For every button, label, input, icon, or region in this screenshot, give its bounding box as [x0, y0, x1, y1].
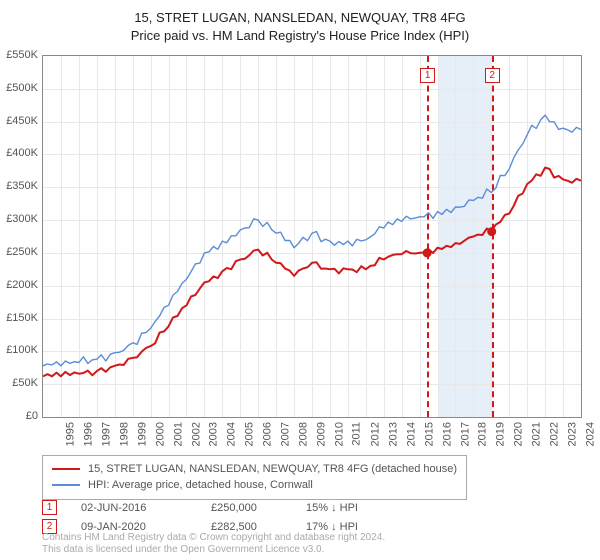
legend-item: 15, STRET LUGAN, NANSLEDAN, NEWQUAY, TR8… [52, 461, 457, 477]
footer-line: Contains HM Land Registry data © Crown c… [42, 532, 385, 544]
x-axis-label: 2001 [172, 422, 184, 446]
x-axis-label: 1998 [118, 422, 130, 446]
x-axis-label: 2018 [477, 422, 489, 446]
transaction-date: 02-JUN-2016 [81, 502, 211, 514]
transaction-date: 09-JAN-2020 [81, 521, 211, 533]
y-axis-label: £250K [0, 246, 38, 258]
x-axis-label: 2005 [244, 422, 256, 446]
transaction-badge: 1 [42, 500, 57, 515]
x-axis-label: 2011 [351, 422, 363, 446]
footer: Contains HM Land Registry data © Crown c… [42, 532, 385, 556]
transaction-diff: 15% ↓ HPI [306, 502, 406, 514]
x-axis-label: 2014 [405, 422, 417, 446]
x-axis-label: 2002 [190, 422, 202, 446]
legend: 15, STRET LUGAN, NANSLEDAN, NEWQUAY, TR8… [42, 455, 467, 500]
y-axis-label: £50K [0, 377, 38, 389]
x-axis-label: 2004 [226, 422, 238, 446]
x-axis-label: 2013 [387, 422, 399, 446]
x-axis-label: 1995 [64, 422, 76, 446]
x-axis-label: 2006 [262, 422, 274, 446]
x-axis-label: 2019 [495, 422, 507, 446]
y-axis-label: £550K [0, 49, 38, 61]
chart-area: 12 [42, 55, 582, 418]
x-axis-label: 2008 [298, 422, 310, 446]
x-axis-label: 2015 [423, 422, 435, 446]
transactions-table: 1 02-JUN-2016 £250,000 15% ↓ HPI 2 09-JA… [42, 498, 406, 536]
x-axis-label: 2022 [549, 422, 561, 446]
x-axis-label: 2003 [208, 422, 220, 446]
transaction-diff: 17% ↓ HPI [306, 521, 406, 533]
x-axis-label: 2023 [567, 422, 579, 446]
y-axis-label: £500K [0, 82, 38, 94]
y-axis-label: £450K [0, 115, 38, 127]
chart-svg [43, 56, 581, 417]
y-axis-label: £150K [0, 312, 38, 324]
chart-subtitle: Price paid vs. HM Land Registry's House … [0, 28, 600, 43]
x-axis-label: 1996 [82, 422, 94, 446]
sale-point [423, 249, 431, 257]
x-axis-label: 1999 [136, 422, 148, 446]
x-axis-label: 2024 [585, 422, 597, 446]
transaction-row: 1 02-JUN-2016 £250,000 15% ↓ HPI [42, 498, 406, 517]
x-axis-label: 2017 [459, 422, 471, 446]
x-axis-label: 2021 [531, 422, 543, 446]
x-axis-label: 2009 [316, 422, 328, 446]
transaction-price: £282,500 [211, 521, 306, 533]
y-axis-label: £350K [0, 180, 38, 192]
series-property [43, 168, 581, 377]
x-axis-label: 2016 [441, 422, 453, 446]
x-axis-label: 2010 [333, 422, 345, 446]
legend-item: HPI: Average price, detached house, Corn… [52, 477, 457, 493]
legend-label: 15, STRET LUGAN, NANSLEDAN, NEWQUAY, TR8… [88, 463, 457, 475]
y-axis-label: £400K [0, 147, 38, 159]
x-axis-label: 2007 [280, 422, 292, 446]
legend-label: HPI: Average price, detached house, Corn… [88, 479, 313, 491]
y-axis-label: £0 [0, 410, 38, 422]
series-hpi [43, 115, 581, 366]
y-axis-label: £200K [0, 279, 38, 291]
legend-swatch [52, 468, 80, 470]
sale-point [488, 228, 496, 236]
footer-line: This data is licensed under the Open Gov… [42, 544, 385, 556]
x-axis-label: 2000 [154, 422, 166, 446]
y-axis-label: £300K [0, 213, 38, 225]
x-axis-label: 1997 [100, 422, 112, 446]
x-axis-label: 2012 [369, 422, 381, 446]
chart-title: 15, STRET LUGAN, NANSLEDAN, NEWQUAY, TR8… [0, 10, 600, 25]
x-axis-label: 2020 [513, 422, 525, 446]
y-axis-label: £100K [0, 344, 38, 356]
legend-swatch [52, 484, 80, 486]
transaction-price: £250,000 [211, 502, 306, 514]
